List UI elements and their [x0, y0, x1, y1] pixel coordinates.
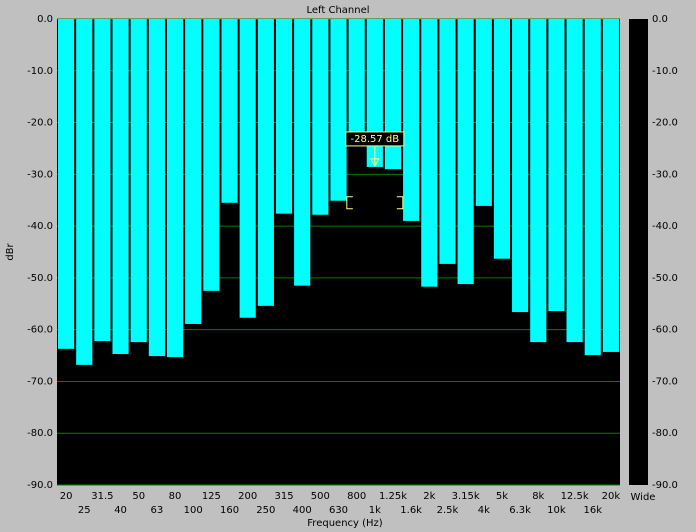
- x-tick-label: 20: [60, 491, 73, 502]
- bar: [457, 19, 474, 285]
- x-tick-label: 315: [274, 491, 293, 502]
- x-tick-label: 16k: [584, 505, 603, 516]
- x-tick-label: 40: [114, 505, 127, 516]
- bar: [530, 19, 547, 343]
- x-tick-label: 1.6k: [400, 505, 422, 516]
- x-tick-label: 4k: [478, 505, 490, 516]
- x-tick-label: 63: [151, 505, 164, 516]
- bar: [475, 19, 492, 206]
- bar: [203, 19, 220, 291]
- bar: [239, 19, 256, 318]
- bar: [76, 19, 93, 365]
- chart-title: Left Channel: [306, 5, 369, 16]
- bar: [294, 19, 311, 286]
- bar: [148, 19, 165, 357]
- x-tick-label: 3.15k: [452, 491, 480, 502]
- y-tick-label-right: -10.0: [652, 66, 678, 77]
- y-tick-label-right: -90.0: [652, 480, 678, 491]
- y-tick-label: -60.0: [27, 325, 53, 336]
- x-axis-label: Frequency (Hz): [307, 518, 383, 529]
- bar: [366, 19, 383, 167]
- x-tick-label: 250: [256, 505, 275, 516]
- selection-bracket: [396, 196, 404, 210]
- x-tick-label: 160: [220, 505, 239, 516]
- bar: [439, 19, 456, 264]
- bar: [221, 19, 238, 203]
- y-tick-label-right: -30.0: [652, 169, 678, 180]
- wide-area: [629, 19, 648, 485]
- x-tick-label: 10k: [547, 505, 566, 516]
- selection-bracket: [346, 196, 353, 210]
- bar: [602, 19, 619, 352]
- y-tick-label: -90.0: [27, 480, 53, 491]
- x-tick-label: 8k: [532, 491, 544, 502]
- wide-label: Wide: [631, 492, 656, 503]
- y-tick-label: -70.0: [27, 376, 53, 387]
- bar: [548, 19, 565, 312]
- y-tick-label: -10.0: [27, 66, 53, 77]
- x-tick-label: 25: [78, 505, 91, 516]
- x-tick-label: 630: [329, 505, 348, 516]
- x-tick-label: 800: [347, 491, 366, 502]
- x-tick-label: 2.5k: [437, 505, 459, 516]
- y-axis-label: dBr: [5, 242, 16, 260]
- x-tick-label: 20k: [602, 491, 621, 502]
- x-tick-label: 125: [202, 491, 221, 502]
- y-tick-label-right: -60.0: [652, 325, 678, 336]
- x-tick-label: 500: [311, 491, 330, 502]
- annotation-box: [345, 131, 405, 147]
- bar: [94, 19, 111, 342]
- annotation-arrowhead: [369, 158, 380, 167]
- x-tick-label: 5k: [496, 491, 508, 502]
- y-tick-label: -20.0: [27, 118, 53, 129]
- y-tick-label-right: -70.0: [652, 376, 678, 387]
- y-tick-label: 0.0: [37, 14, 53, 25]
- bar: [257, 19, 274, 306]
- bar: [166, 19, 184, 358]
- bar: [512, 19, 529, 313]
- bar: [421, 19, 438, 287]
- bar: [312, 19, 329, 215]
- bar: [275, 19, 293, 214]
- bar: [403, 19, 420, 221]
- x-tick-label: 1k: [369, 505, 381, 516]
- bar: [112, 19, 129, 355]
- y-tick-label: -30.0: [27, 169, 53, 180]
- bar: [384, 19, 402, 170]
- x-tick-label: 12.5k: [561, 491, 589, 502]
- x-tick-label: 1.25k: [379, 491, 407, 502]
- x-tick-label: 2k: [423, 491, 435, 502]
- x-tick-label: 80: [169, 491, 182, 502]
- y-tick-label: -80.0: [27, 428, 53, 439]
- x-tick-label: 50: [132, 491, 145, 502]
- bar: [185, 19, 202, 324]
- bar: [348, 19, 365, 146]
- y-tick-label-right: -20.0: [652, 118, 678, 129]
- bar: [584, 19, 601, 356]
- y-tick-label-right: -40.0: [652, 221, 678, 232]
- x-tick-label: 100: [184, 505, 203, 516]
- y-tick-label-right: -50.0: [652, 273, 678, 284]
- bar: [493, 19, 511, 259]
- bar: [58, 19, 75, 349]
- x-tick-label: 200: [238, 491, 257, 502]
- bar: [566, 19, 583, 343]
- y-tick-label-right: 0.0: [652, 14, 668, 25]
- bar: [330, 19, 347, 201]
- x-tick-label: 31.5: [91, 491, 113, 502]
- y-tick-label: -50.0: [27, 273, 53, 284]
- x-tick-label: 6.3k: [509, 505, 531, 516]
- y-tick-label-right: -80.0: [652, 428, 678, 439]
- annotation: -28.57 dB: [351, 134, 400, 145]
- bar: [130, 19, 147, 343]
- x-tick-label: 400: [293, 505, 312, 516]
- y-tick-label: -40.0: [27, 221, 53, 232]
